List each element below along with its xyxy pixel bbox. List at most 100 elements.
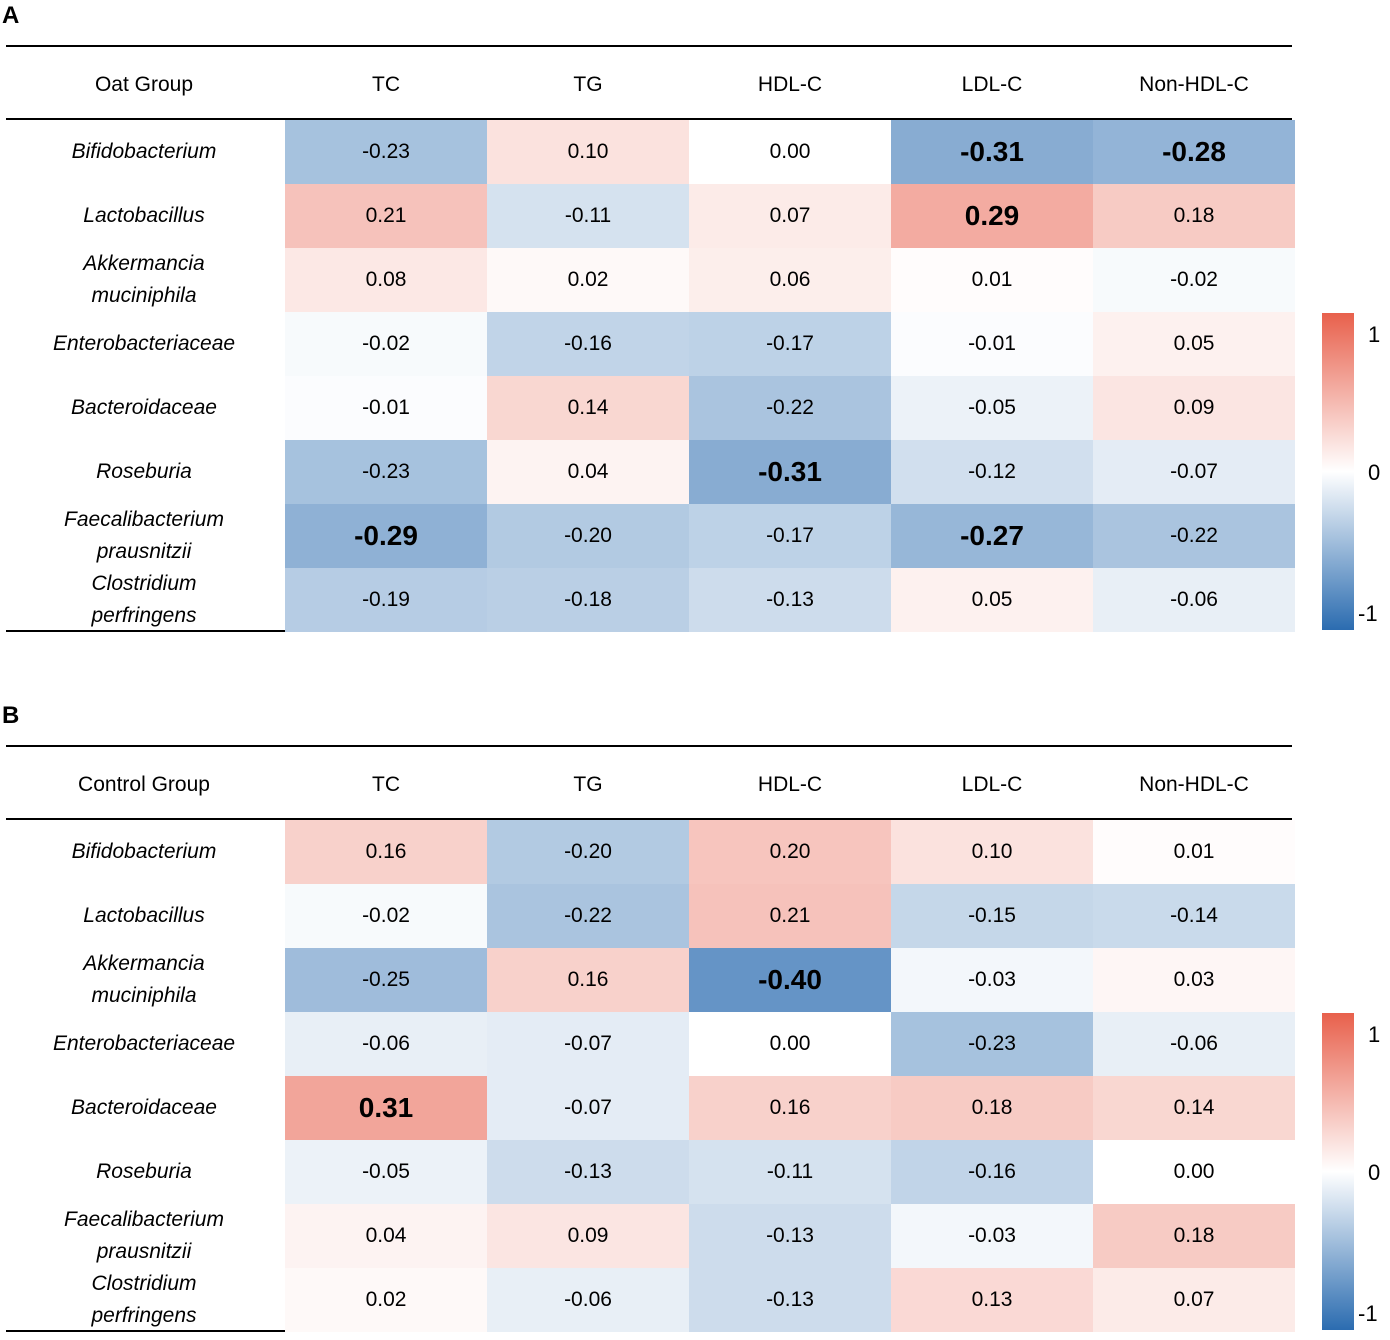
- row-label-line: Enterobacteriaceae: [52, 332, 236, 355]
- heatmap-cell: 0.10: [891, 820, 1093, 884]
- heatmap-cell: -0.17: [689, 504, 891, 568]
- row-label: Clostridium perfringens: [8, 1268, 280, 1332]
- heatmap-cell: -0.25: [285, 948, 487, 1012]
- heatmap-cell: -0.13: [487, 1140, 689, 1204]
- heatmap-cell: 0.09: [1093, 376, 1295, 440]
- heatmap-cell: 0.04: [487, 440, 689, 504]
- row-label-line: prausnitzii: [96, 1240, 192, 1263]
- row-label: Bifidobacterium: [8, 120, 280, 184]
- heatmap-cell: 0.00: [689, 120, 891, 184]
- column-header-tg: TG: [573, 773, 603, 796]
- heatmap-cell: -0.03: [891, 1204, 1093, 1268]
- column-header-non-hdl-c: Non-HDL-C: [1139, 73, 1249, 96]
- row-label-line: prausnitzii: [96, 540, 192, 563]
- heatmap-cell: 0.10: [487, 120, 689, 184]
- top-rule: [6, 745, 1292, 747]
- heatmap-cell: -0.06: [1093, 1012, 1295, 1076]
- row-label-line: Faecalibacterium: [64, 508, 224, 531]
- column-header-ldl-c: LDL-C: [961, 73, 1023, 96]
- heatmap-cell: -0.31: [891, 120, 1093, 184]
- heatmap-cell: 0.29: [891, 184, 1093, 248]
- row-label: Faecalibacterium prausnitzii: [8, 504, 280, 568]
- heatmap-cell: 0.16: [689, 1076, 891, 1140]
- heatmap-cell: -0.07: [1093, 440, 1295, 504]
- heatmap-cell: -0.02: [285, 312, 487, 376]
- color-scale-tick: -1: [1358, 1301, 1378, 1326]
- header-rule: [6, 818, 1292, 820]
- row-label-line: perfringens: [91, 604, 197, 627]
- column-header-ldl-c: LDL-C: [961, 773, 1023, 796]
- row-label: Lactobacillus: [8, 884, 280, 948]
- heatmap-cell: 0.03: [1093, 948, 1295, 1012]
- heatmap-cell: 0.04: [285, 1204, 487, 1268]
- row-label-line: Akkermancia: [83, 252, 205, 275]
- heatmap-cell: -0.16: [891, 1140, 1093, 1204]
- heatmap-cell: 0.05: [891, 568, 1093, 632]
- row-label: Clostridium perfringens: [8, 568, 280, 632]
- heatmap-cell: -0.16: [487, 312, 689, 376]
- heatmap-cell: -0.20: [487, 820, 689, 884]
- row-label-line: Faecalibacterium: [64, 1208, 224, 1231]
- heatmap-cell: -0.13: [689, 568, 891, 632]
- heatmap-cell: -0.11: [487, 184, 689, 248]
- heatmap-cell: 0.16: [487, 948, 689, 1012]
- row-label: Bifidobacterium: [8, 820, 280, 884]
- column-header-tc: TC: [372, 73, 400, 96]
- heatmap-cell: -0.14: [1093, 884, 1295, 948]
- column-header-hdl-c: HDL-C: [757, 773, 823, 796]
- heatmap-cell: 0.18: [891, 1076, 1093, 1140]
- heatmap-cell: -0.02: [285, 884, 487, 948]
- heatmap-cell: 0.01: [891, 248, 1093, 312]
- heatmap-cell: 0.14: [487, 376, 689, 440]
- heatmap-cell: 0.02: [285, 1268, 487, 1332]
- panel-label: B: [2, 702, 20, 729]
- row-label: Roseburia: [8, 440, 280, 504]
- color-scale-tick: -1: [1358, 601, 1378, 626]
- top-rule: [6, 45, 1292, 47]
- heatmap-cell: -0.17: [689, 312, 891, 376]
- heatmap-cell: 0.02: [487, 248, 689, 312]
- row-label: Roseburia: [8, 1140, 280, 1204]
- heatmap-cell: 0.05: [1093, 312, 1295, 376]
- row-label-line: Clostridium: [91, 572, 197, 595]
- row-label: Akkermancia muciniphila: [8, 248, 280, 312]
- heatmap-cell: 0.18: [1093, 1204, 1295, 1268]
- heatmap-cell: -0.05: [891, 376, 1093, 440]
- heatmap-cell: -0.23: [891, 1012, 1093, 1076]
- heatmap-cell: -0.29: [285, 504, 487, 568]
- row-label-line: Bacteroidaceae: [71, 1096, 217, 1119]
- row-label-line: Akkermancia: [83, 952, 205, 975]
- heatmap-cell: -0.03: [891, 948, 1093, 1012]
- heatmap-cell: -0.23: [285, 440, 487, 504]
- heatmap-cell: 0.07: [1093, 1268, 1295, 1332]
- heatmap-cell: -0.06: [285, 1012, 487, 1076]
- heatmap-cell: -0.01: [891, 312, 1093, 376]
- row-label-line: Clostridium: [91, 1272, 197, 1295]
- row-label-line: Bacteroidaceae: [71, 396, 217, 419]
- heatmap-cell: -0.07: [487, 1076, 689, 1140]
- row-label-line: perfringens: [91, 1304, 197, 1327]
- column-header-non-hdl-c: Non-HDL-C: [1139, 773, 1249, 796]
- color-scale-tick: 1: [1368, 1022, 1381, 1047]
- heatmap-cell: -0.05: [285, 1140, 487, 1204]
- heatmap-cell: -0.02: [1093, 248, 1295, 312]
- heatmap-cell: -0.20: [487, 504, 689, 568]
- heatmap-cell: -0.27: [891, 504, 1093, 568]
- heatmap-cell: 0.08: [285, 248, 487, 312]
- row-label-line: Roseburia: [96, 1160, 192, 1183]
- heatmap-cell: 0.13: [891, 1268, 1093, 1332]
- heatmap-cell: 0.18: [1093, 184, 1295, 248]
- heatmap-cell: -0.40: [689, 948, 891, 1012]
- group-label: Control Group: [78, 773, 210, 796]
- row-label-line: muciniphila: [91, 284, 197, 307]
- heatmap-cell: 0.20: [689, 820, 891, 884]
- heatmap-cell: -0.15: [891, 884, 1093, 948]
- row-label: Bacteroidaceae: [8, 376, 280, 440]
- heatmap-cell: 0.21: [285, 184, 487, 248]
- color-scale-tick: 1: [1368, 322, 1381, 347]
- heatmap-cell: -0.06: [1093, 568, 1295, 632]
- color-scale-bar: [1322, 313, 1354, 630]
- heatmap-cell: -0.28: [1093, 120, 1295, 184]
- row-label-line: muciniphila: [91, 984, 197, 1007]
- heatmap-cell: -0.19: [285, 568, 487, 632]
